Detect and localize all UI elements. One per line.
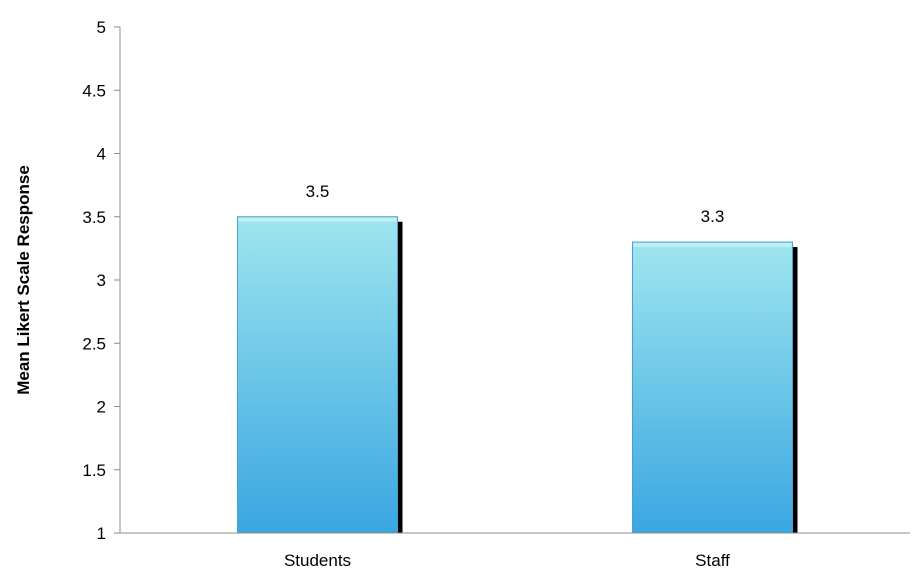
bars: 3.5 3.3 <box>237 182 798 534</box>
y-axis-ticks: 1 1.5 2 2.5 3 3.5 4 4.5 5 <box>82 18 120 543</box>
bar-highlight <box>238 217 397 222</box>
y-axis-title: Mean Likert Scale Response <box>14 165 33 395</box>
x-category-label: Staff <box>695 551 730 570</box>
axes <box>119 27 910 534</box>
x-category-label: Students <box>284 551 351 570</box>
data-label: 3.5 <box>306 182 330 201</box>
y-tick-label: 5 <box>97 18 106 37</box>
y-tick-label: 2.5 <box>82 334 106 353</box>
y-tick-label: 4 <box>97 145 106 164</box>
x-axis-labels: Students Staff <box>284 551 730 570</box>
bar-students <box>237 216 398 534</box>
y-tick-label: 3 <box>97 271 106 290</box>
y-tick-label: 1 <box>97 524 106 543</box>
bar-staff <box>632 241 793 534</box>
data-label: 3.3 <box>701 207 725 226</box>
bar-highlight <box>633 243 792 248</box>
y-tick-label: 2 <box>97 398 106 417</box>
y-tick-label: 4.5 <box>82 81 106 100</box>
y-tick-label: 1.5 <box>82 461 106 480</box>
y-tick-label: 3.5 <box>82 208 106 227</box>
